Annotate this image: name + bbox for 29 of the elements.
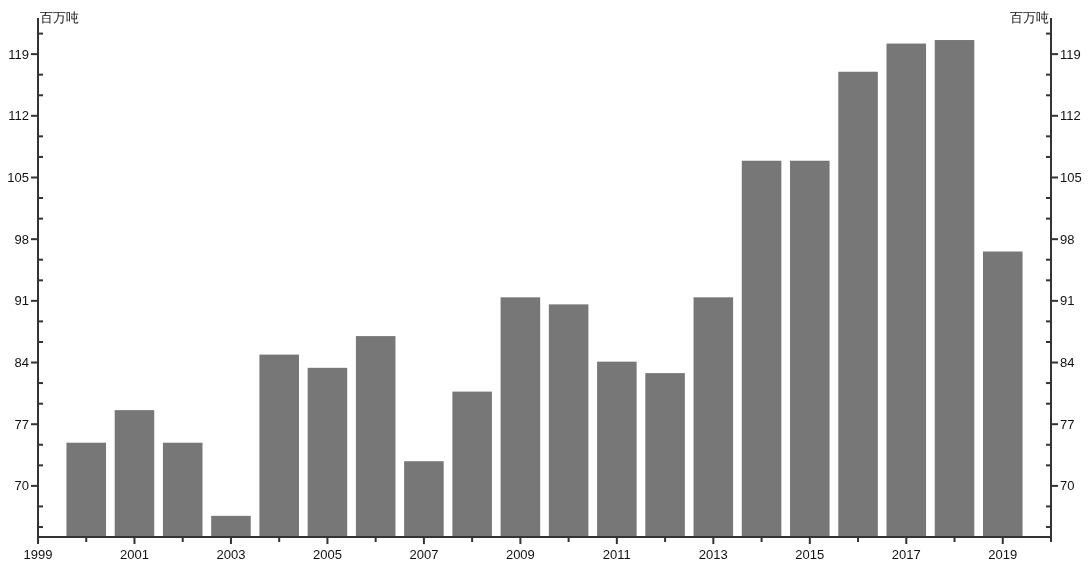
x-tick-label: 2001 [120,547,149,562]
y-tick-label: 84 [14,355,29,371]
x-tick-label: 2003 [216,547,246,562]
y2-tick-label: 77 [1060,416,1075,432]
x-tick-label: 2005 [312,547,342,562]
y-tick-label: 91 [14,293,29,309]
y-tick-label: 77 [14,416,29,432]
y-tick-label: 98 [14,231,29,247]
x-tick-label: 2017 [891,547,921,562]
y-tick-label: 112 [8,108,29,124]
x-tick-label: 2019 [988,547,1018,562]
x-tick-label: 2011 [602,547,631,562]
y2-tick-label: 84 [1060,355,1075,371]
x-tick-label: 2015 [795,547,825,562]
y-tick-label: 119 [8,46,29,62]
y-tick-label: 105 [7,169,29,185]
y2-tick-label: 70 [1060,478,1075,494]
y2-tick-label: 119 [1060,46,1081,62]
y2-tick-label: 98 [1060,231,1075,247]
x-tick-label: 2007 [409,547,439,562]
y2-tick-label: 91 [1060,293,1075,309]
x-tick-label: 2013 [698,547,728,562]
y2-tick-label: 105 [1060,169,1082,185]
y2-axis-title: 百万吨 [1010,10,1049,25]
x-tick-label: 2009 [505,547,535,562]
x-tick-label: 1999 [23,547,53,562]
y-tick-label: 70 [14,478,29,494]
y-axis-title: 百万吨 [40,10,79,25]
y2-tick-label: 112 [1060,108,1081,124]
